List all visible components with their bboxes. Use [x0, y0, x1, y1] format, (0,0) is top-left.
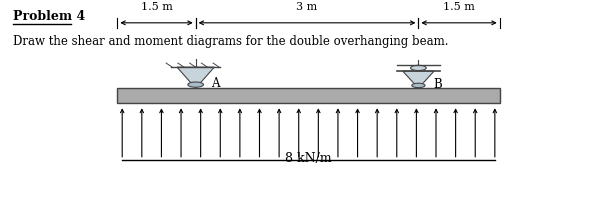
Text: 8 kN/m: 8 kN/m [285, 151, 332, 164]
Circle shape [188, 83, 203, 88]
Polygon shape [177, 68, 214, 89]
Text: Problem 4: Problem 4 [13, 10, 85, 23]
Text: 1.5 m: 1.5 m [141, 2, 172, 12]
Text: 1.5 m: 1.5 m [443, 2, 475, 12]
Text: Draw the shear and moment diagrams for the double overhanging beam.: Draw the shear and moment diagrams for t… [13, 35, 448, 48]
Circle shape [412, 84, 425, 88]
Circle shape [411, 66, 426, 71]
Bar [117, 89, 500, 104]
Text: 3 m: 3 m [296, 2, 318, 12]
Text: B: B [433, 78, 442, 91]
Polygon shape [403, 72, 434, 89]
Text: A: A [211, 77, 219, 90]
